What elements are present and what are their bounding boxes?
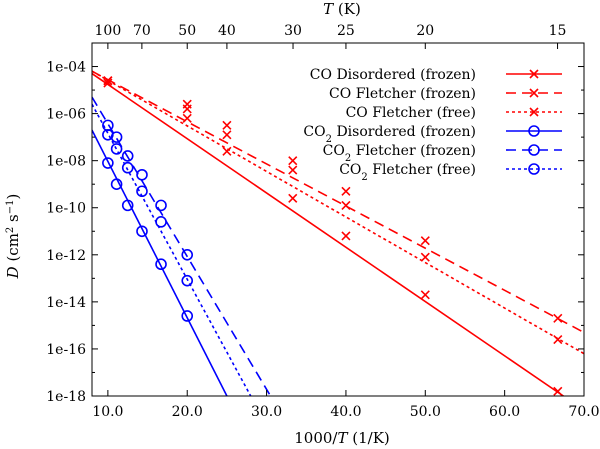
data-point-circle [121,150,134,162]
data-point-circle [155,258,167,271]
data-point-x [103,78,113,88]
top-tick-label: 20 [416,23,434,39]
data-point-x [420,252,430,262]
data-point-circle [181,274,194,287]
x-tick-label: 60.0 [489,404,520,420]
data-point-x [103,76,113,86]
data-point-circle [181,249,194,261]
data-point-circle [155,199,167,212]
data-point-x [529,107,539,117]
data-point-x [420,236,430,246]
data-point-x [553,386,563,396]
data-point-circle [102,128,114,141]
data-point-circle [136,185,148,198]
series-line [92,96,272,396]
legend-item: CO Disordered (frozen) [310,67,562,83]
data-point-x [288,165,298,175]
y-tick-label: 1e-12 [46,248,86,264]
x-tick-label: 50.0 [410,404,441,420]
legend-item: CO Fletcher (free) [346,105,562,121]
x-axis-title: 1000/T (1/K) [294,429,390,447]
data-point-circle [110,143,123,155]
data-point-x [420,290,430,300]
x-tick-label: 40.0 [330,404,361,420]
data-point-x [341,186,351,196]
data-point-circle [102,157,114,169]
x-tick-label: 10.0 [92,404,123,420]
legend-item: CO2 Fletcher (free) [339,162,562,183]
data-point-circle [528,125,540,137]
legend-item: CO2 Disordered (frozen) [303,124,562,145]
data-point-circle [121,161,134,174]
top-tick-label: 100 [95,23,122,39]
data-point-x [222,120,232,130]
data-point-x [182,104,192,114]
data-point-x [553,334,563,345]
series-line [92,129,228,396]
data-point-x [222,130,232,140]
legend-item: CO Fletcher (frozen) [329,86,562,102]
y-tick-label: 1e-06 [46,107,86,123]
data-point-circle [528,144,540,156]
y-tick-label: 1e-04 [46,60,86,76]
data-point-x [182,113,192,123]
legend-label: CO2 Fletcher (frozen) [323,143,476,164]
legend-label: CO2 Disordered (frozen) [303,124,476,145]
x-tick-label: 20.0 [172,404,203,420]
top-tick-label: 50 [178,23,196,39]
top-tick-label: 30 [284,23,302,39]
top-tick-label: 70 [133,23,151,39]
data-point-x [341,231,351,241]
data-point-circle [155,216,167,228]
legend-item: CO2 Fletcher (frozen) [323,143,562,164]
top-tick-label: 40 [218,23,236,39]
series-line [92,70,584,334]
data-point-circle [121,199,134,212]
top-tick-label: 25 [337,23,355,39]
x-tick-label: 70.0 [568,404,599,420]
data-point-x [529,88,539,98]
y-axis-title: D (cm2 s−1) [4,194,22,280]
x-tick-label: 30.0 [251,404,282,420]
series-line [92,72,565,396]
plot-frame [91,42,585,397]
legend-label: CO Disordered (frozen) [310,67,476,83]
top-axis-title: T (K) [323,0,361,18]
data-point-circle [181,310,194,322]
top-tick-label: 15 [549,23,567,39]
legend-label: CO Fletcher (free) [346,105,476,121]
data-point-x [553,313,563,323]
data-point-x [529,69,539,79]
y-tick-label: 1e-18 [46,389,86,405]
y-tick-label: 1e-08 [46,154,86,170]
y-tick-label: 1e-10 [46,201,86,217]
data-point-x [288,193,298,203]
y-tick-label: 1e-16 [46,342,86,358]
data-point-circle [528,163,540,175]
data-point-x [222,146,232,156]
legend-label: CO Fletcher (frozen) [329,86,476,102]
data-point-circle [110,178,123,190]
data-point-circle [136,225,148,238]
data-point-x [341,200,351,210]
data-point-x [288,156,298,166]
series-line [92,70,584,355]
y-tick-label: 1e-14 [46,295,86,311]
legend-label: CO2 Fletcher (free) [339,162,476,183]
series-line [92,103,252,396]
data-point-circle [136,168,148,181]
